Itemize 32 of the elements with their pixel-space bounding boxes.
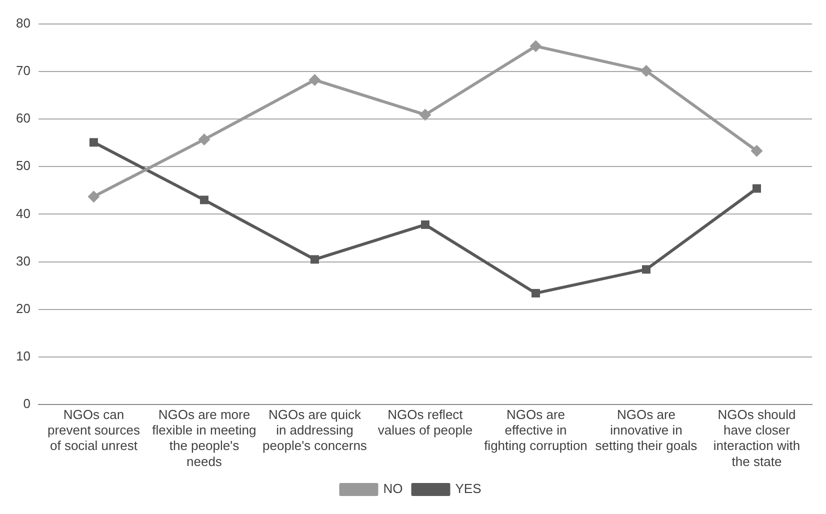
x-tick-label: NGOs are effective in fighting corruption bbox=[484, 406, 588, 454]
x-tick-label: NGOs can prevent sources of social unrest bbox=[47, 406, 140, 454]
x-tick-label: NGOs are innovative in setting their goals bbox=[595, 406, 698, 454]
y-tick-label: 80 bbox=[16, 15, 30, 30]
x-tick-label: NGOs should have closer interaction with the state bbox=[713, 406, 800, 469]
point bbox=[88, 190, 100, 203]
point bbox=[750, 144, 763, 157]
point bbox=[420, 220, 430, 229]
point bbox=[198, 133, 210, 146]
point bbox=[752, 184, 761, 193]
x-tick-label: NGOs are quick in addressing people's concerns bbox=[262, 406, 368, 454]
y-tick-label: 10 bbox=[16, 348, 30, 364]
point bbox=[642, 265, 650, 274]
point bbox=[310, 255, 319, 264]
x-tick-label: NGOs reflect values of people bbox=[378, 406, 473, 438]
point bbox=[419, 108, 432, 121]
y-tick-label: 20 bbox=[16, 300, 30, 316]
point bbox=[200, 196, 208, 204]
y-tick-label: 0 bbox=[23, 396, 30, 412]
point bbox=[308, 74, 321, 86]
point bbox=[89, 138, 98, 147]
x-tick-label: NGOs are more flexible in meeting the people's needs bbox=[152, 406, 256, 469]
point bbox=[531, 288, 540, 298]
legend-label: NO bbox=[383, 481, 403, 496]
y-tick-label: 70 bbox=[16, 62, 30, 78]
point bbox=[640, 64, 652, 77]
y-tick-label: 30 bbox=[16, 253, 30, 268]
point bbox=[530, 40, 542, 52]
legend-label: YES bbox=[455, 481, 482, 496]
y-tick-label: 60 bbox=[16, 110, 30, 126]
y-tick-label: 40 bbox=[16, 206, 30, 221]
y-tick-label: 50 bbox=[16, 158, 30, 174]
